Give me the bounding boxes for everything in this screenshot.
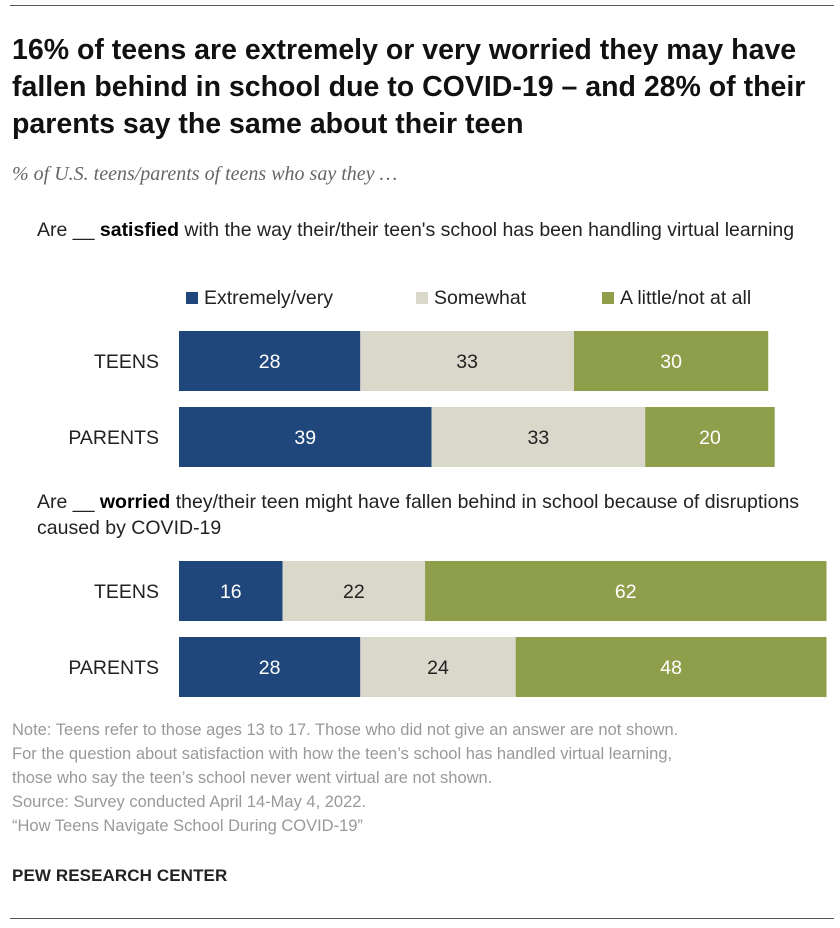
legend-item-somewhat: Somewhat (416, 286, 526, 310)
bar-a-little-not-at-all-parents-chart-1 (645, 407, 775, 467)
data-label-a-little-not-at-all-teens-chart-2: 62 (615, 581, 637, 603)
question-worried-bold: worried (99, 491, 171, 513)
notes: Note: Teens refer to those ages 13 to 17… (12, 718, 832, 838)
note-line-2: For the question about satisfaction with… (12, 745, 673, 763)
brand-logo-text: PEW RESEARCH CENTER (12, 866, 228, 885)
bar-somewhat-parents-chart-2 (360, 637, 516, 697)
source-line: Source: Survey conducted April 14-May 4,… (12, 793, 367, 811)
data-label-somewhat-teens-chart-2: 22 (343, 581, 365, 603)
bar-extremely-very-parents-chart-2 (179, 637, 361, 697)
question-satisfied-pre: Are __ (37, 219, 100, 241)
data-label-a-little-not-at-all-teens-chart-1: 30 (660, 351, 682, 373)
top-rule (10, 5, 834, 6)
legend: Extremely/very Somewhat A little/not at … (0, 286, 840, 312)
data-label-extremely-very-parents-chart-2: 28 (259, 657, 281, 679)
question-worried-post: they/their teen might have fallen behind… (37, 491, 800, 539)
chart-subtitle: % of U.S. teens/parents of teens who say… (12, 163, 398, 185)
report-title-line: “How Teens Navigate School During COVID-… (12, 817, 363, 835)
data-label-somewhat-teens-chart-1: 33 (456, 351, 478, 373)
legend-swatch-extremely-very (186, 292, 198, 304)
legend-swatch-little-not-at-all (602, 292, 614, 304)
bottom-rule (10, 918, 834, 919)
data-label-extremely-very-teens-chart-2: 16 (220, 581, 242, 603)
bar-a-little-not-at-all-teens-chart-1 (573, 331, 769, 391)
question-worried-pre: Are __ (37, 491, 100, 513)
data-label-a-little-not-at-all-parents-chart-1: 20 (699, 427, 721, 449)
note-line-1: Note: Teens refer to those ages 13 to 17… (12, 721, 679, 739)
question-satisfied: Are __ satisfied with the way their/thei… (37, 217, 827, 243)
data-label-somewhat-parents-chart-2: 24 (427, 657, 449, 679)
data-label-somewhat-parents-chart-1: 33 (528, 427, 550, 449)
bar-extremely-very-teens-chart-1 (179, 331, 361, 391)
category-label-parents-chart-2: PARENTS (68, 657, 159, 679)
bar-somewhat-parents-chart-1 (431, 407, 646, 467)
data-label-extremely-very-teens-chart-1: 28 (259, 351, 281, 373)
legend-swatch-somewhat (416, 292, 428, 304)
legend-label-somewhat: Somewhat (434, 286, 527, 309)
bar-a-little-not-at-all-parents-chart-2 (515, 637, 827, 697)
legend-item-extremely-very: Extremely/very (186, 286, 333, 310)
bar-a-little-not-at-all-teens-chart-2 (425, 561, 827, 621)
category-label-parents-chart-1: PARENTS (68, 427, 159, 449)
data-label-extremely-very-parents-chart-1: 39 (294, 427, 316, 449)
question-worried: Are __ worried they/their teen might hav… (37, 489, 827, 541)
legend-label-little-not-at-all: A little/not at all (620, 286, 752, 309)
bar-extremely-very-parents-chart-1 (179, 407, 432, 467)
note-line-3: those who say the teen’s school never we… (12, 769, 493, 787)
bar-somewhat-teens-chart-1 (360, 331, 574, 391)
category-label-teens-chart-2: TEENS (94, 581, 159, 603)
bar-somewhat-teens-chart-2 (282, 561, 426, 621)
chart-title: 16% of teens are extremely or very worri… (12, 34, 806, 140)
data-label-a-little-not-at-all-parents-chart-2: 48 (660, 657, 682, 679)
legend-item-little-not-at-all: A little/not at all (602, 286, 751, 310)
question-satisfied-bold: satisfied (99, 219, 179, 241)
category-label-teens-chart-1: TEENS (94, 351, 159, 373)
bar-extremely-very-teens-chart-2 (179, 561, 283, 621)
question-satisfied-post: with the way their/their teen's school h… (179, 219, 795, 241)
legend-label-extremely-very: Extremely/very (204, 286, 333, 309)
